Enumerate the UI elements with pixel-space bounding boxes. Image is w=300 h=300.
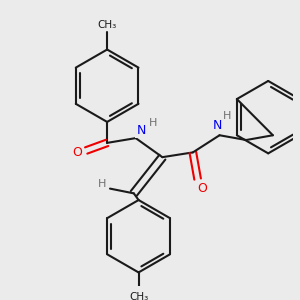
Text: H: H xyxy=(149,118,157,128)
Text: N: N xyxy=(137,124,146,137)
Text: O: O xyxy=(73,146,82,159)
Text: CH₃: CH₃ xyxy=(129,292,148,300)
Text: CH₃: CH₃ xyxy=(98,20,117,30)
Text: O: O xyxy=(197,182,207,195)
Text: H: H xyxy=(98,179,106,189)
Text: N: N xyxy=(213,119,222,132)
Text: H: H xyxy=(223,111,231,121)
